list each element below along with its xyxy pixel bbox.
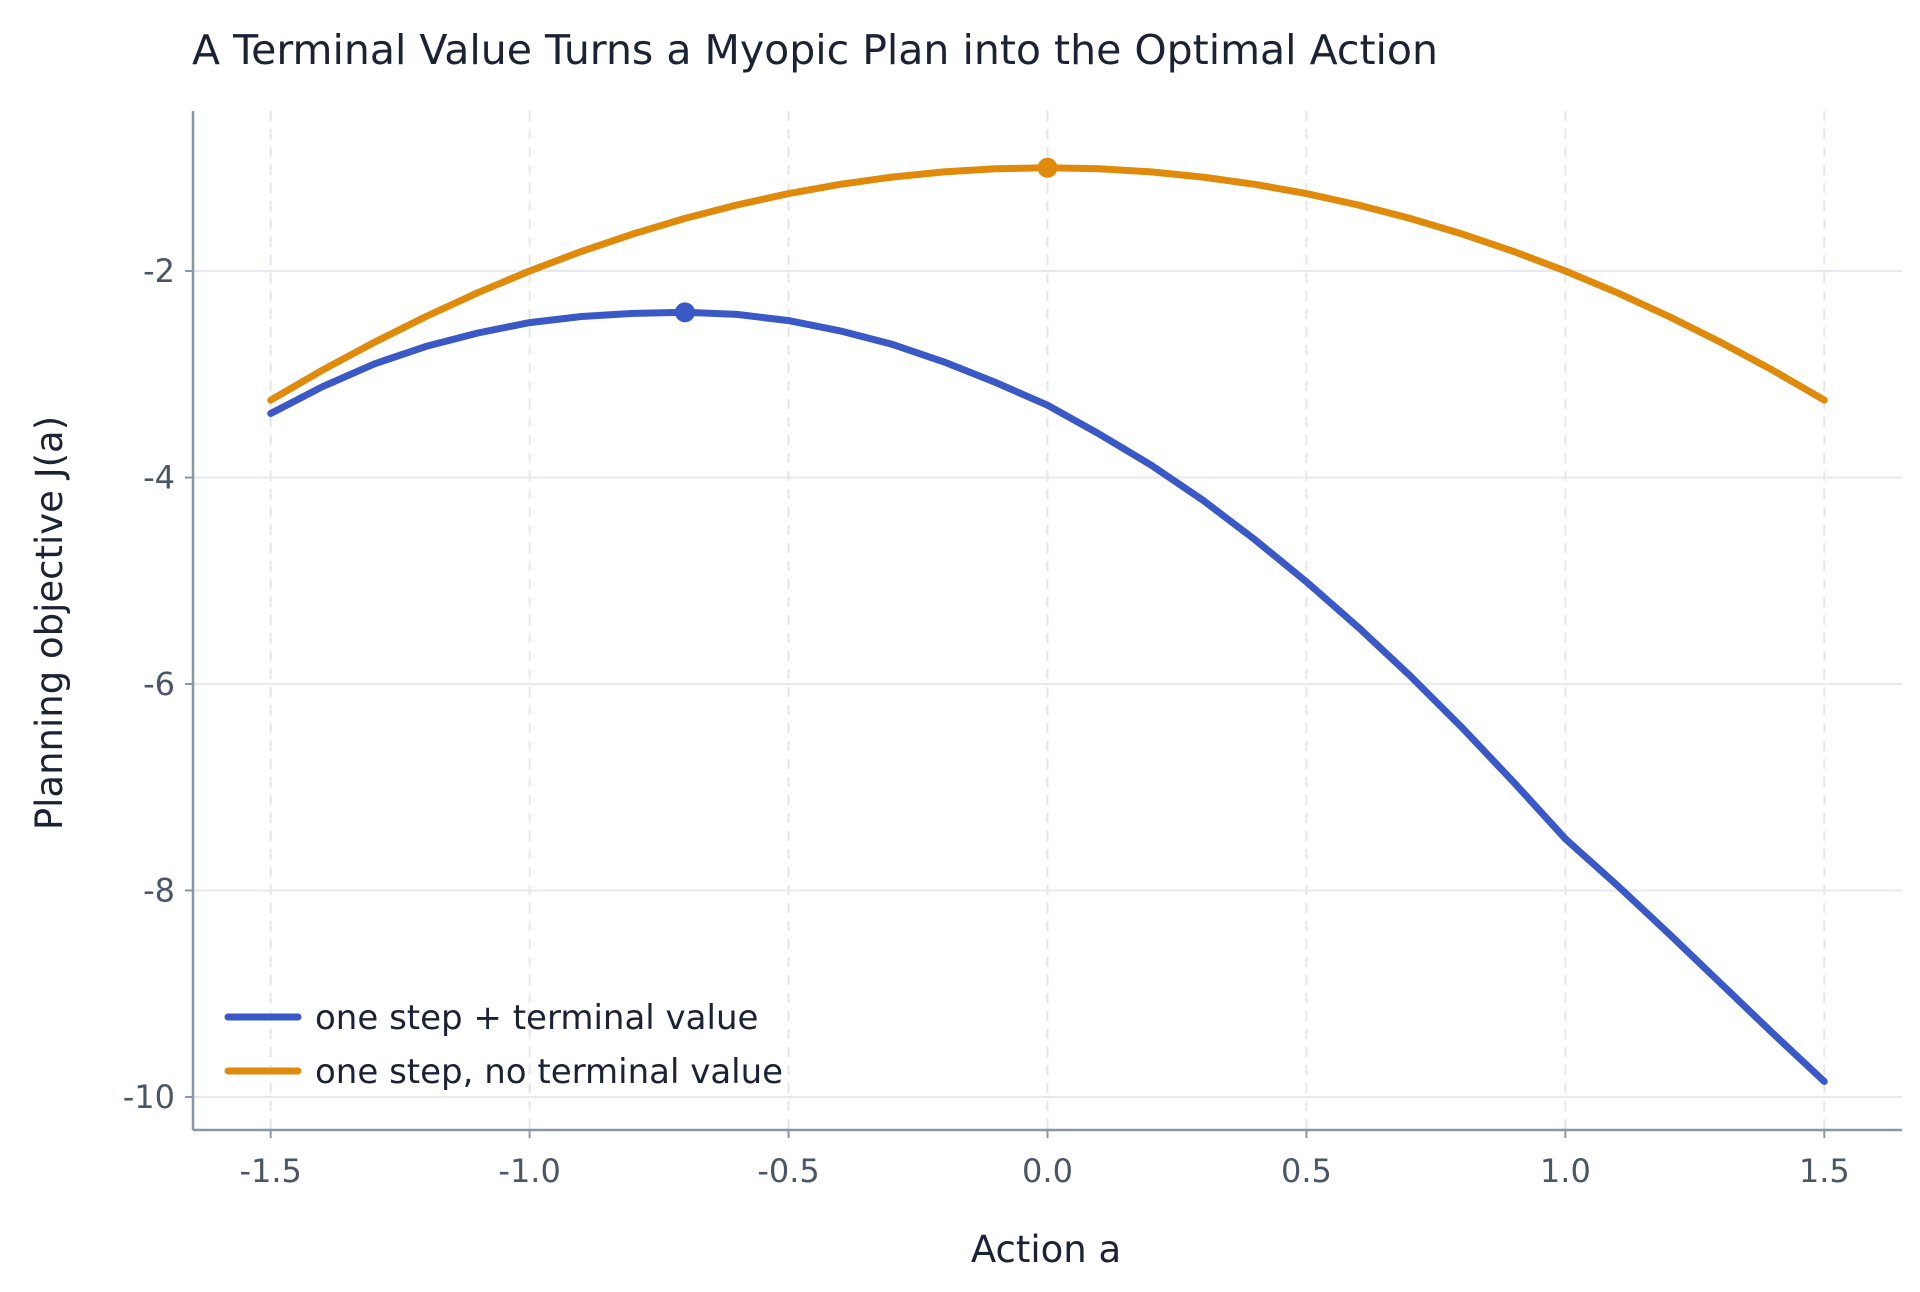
series-line-0 [267, 308, 1828, 1085]
chart-title: A Terminal Value Turns a Myopic Plan int… [192, 26, 1438, 74]
grid [193, 111, 1902, 1130]
y-axis-label: Planning objective J(a) [28, 416, 71, 830]
x-axis-label: Action a [971, 1228, 1121, 1271]
y-tick-label: -4 [143, 459, 175, 497]
y-tick-label: -8 [143, 871, 175, 909]
x-tick-label: 0.5 [1281, 1152, 1332, 1190]
legend-label-terminal-value: one step + terminal value [315, 998, 758, 1038]
x-tick-label: 1.5 [1799, 1152, 1850, 1190]
x-tick-label: -1.0 [498, 1152, 560, 1190]
y-tick-label: -2 [143, 252, 175, 290]
legend: one step + terminal value one step, no t… [224, 998, 783, 1092]
x-tick-label: 1.0 [1540, 1152, 1591, 1190]
x-tick-label: -1.5 [239, 1152, 301, 1190]
legend-label-no-terminal-value: one step, no terminal value [315, 1052, 783, 1092]
series-layer [267, 157, 1828, 1085]
series-maximum-point-0 [674, 302, 695, 323]
y-tick-label: -10 [123, 1078, 175, 1116]
y-tick-label: -6 [143, 665, 175, 703]
x-tick-label: -0.5 [757, 1152, 819, 1190]
ticks: -1.5 -1.0 -0.5 0.0 0.5 1.0 1.5 -2 -4 -6 -8 -10 [123, 252, 1850, 1190]
series-maximum-point-1 [1037, 157, 1058, 178]
x-tick-label: 0.0 [1022, 1152, 1073, 1190]
